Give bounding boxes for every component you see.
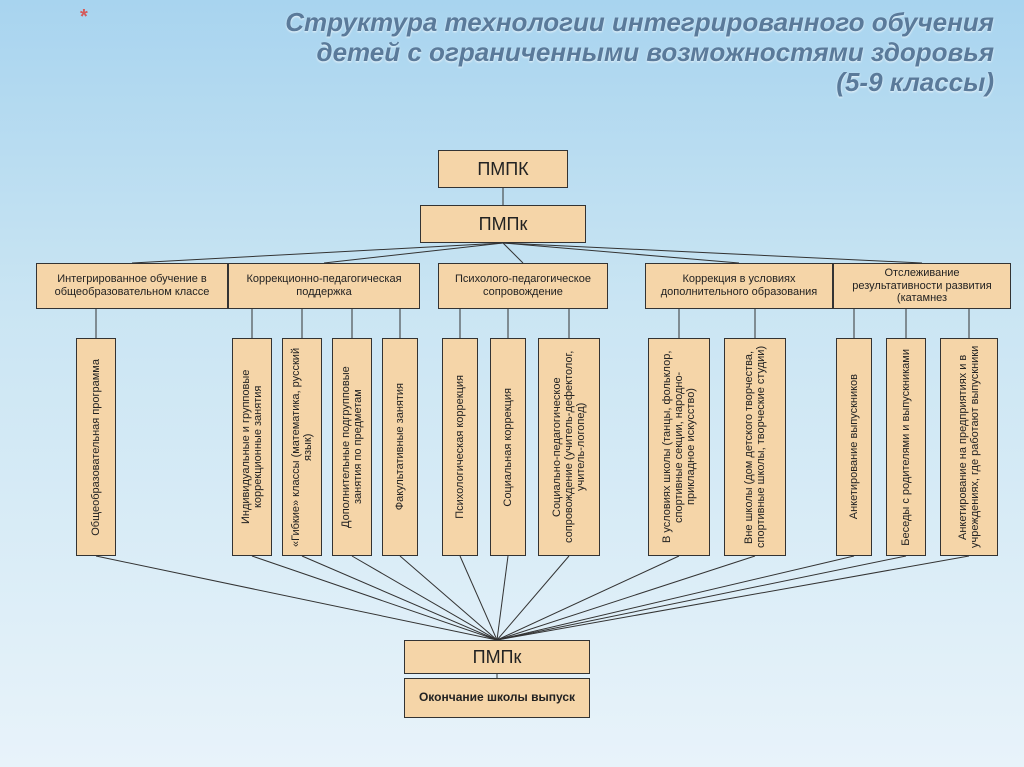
title-line-2: детей с ограниченными возможностями здор… [317,37,995,67]
leaf-box-3: Дополнительные подгрупповые занятия по п… [332,338,372,556]
leaf-box-4: Факультативные занятия [382,338,418,556]
leaf-box-9: Вне школы (дом детского творчества, спор… [724,338,786,556]
leaf-box-2: «Гибкие» классы (математика, русский язы… [282,338,322,556]
title-line-3: (5-9 классы) [836,67,994,97]
leaf-box-11: Беседы с родителями и выпускниками [886,338,926,556]
pmpk-upper-box: ПМПК [438,150,568,188]
leaf-box-8: В условиях школы (танцы, фольклор, спорт… [648,338,710,556]
category-box-1: Коррекционно-педагогическая поддержка [228,263,420,309]
leaf-box-1: Индивидуальные и групповые коррекционные… [232,338,272,556]
category-box-3: Коррекция в условиях дополнительного обр… [645,263,833,309]
leaf-box-5: Психологическая коррекция [442,338,478,556]
title-line-1: Структура технологии интегрированного об… [285,7,994,37]
leaf-box-0: Общеобразовательная программа [76,338,116,556]
leaf-box-10: Анкетирование выпускников [836,338,872,556]
final-box: Окончание школы выпуск [404,678,590,718]
leaf-box-7: Социально-педагогическое сопровождение (… [538,338,600,556]
pmpk-lower-box: ПМПк [420,205,586,243]
category-box-4: Отслеживание результативности развития (… [833,263,1011,309]
category-box-2: Психолого-педагогическое сопровождение [438,263,608,309]
pmpk-bottom-box: ПМПк [404,640,590,674]
leaf-box-12: Анкетирование на предприятиях и в учрежд… [940,338,998,556]
asterisk-bullet: * [80,6,88,29]
slide-title: Структура технологии интегрированного об… [100,8,994,98]
leaf-box-6: Социальная коррекция [490,338,526,556]
category-box-0: Интегрированное обучение в общеобразоват… [36,263,228,309]
